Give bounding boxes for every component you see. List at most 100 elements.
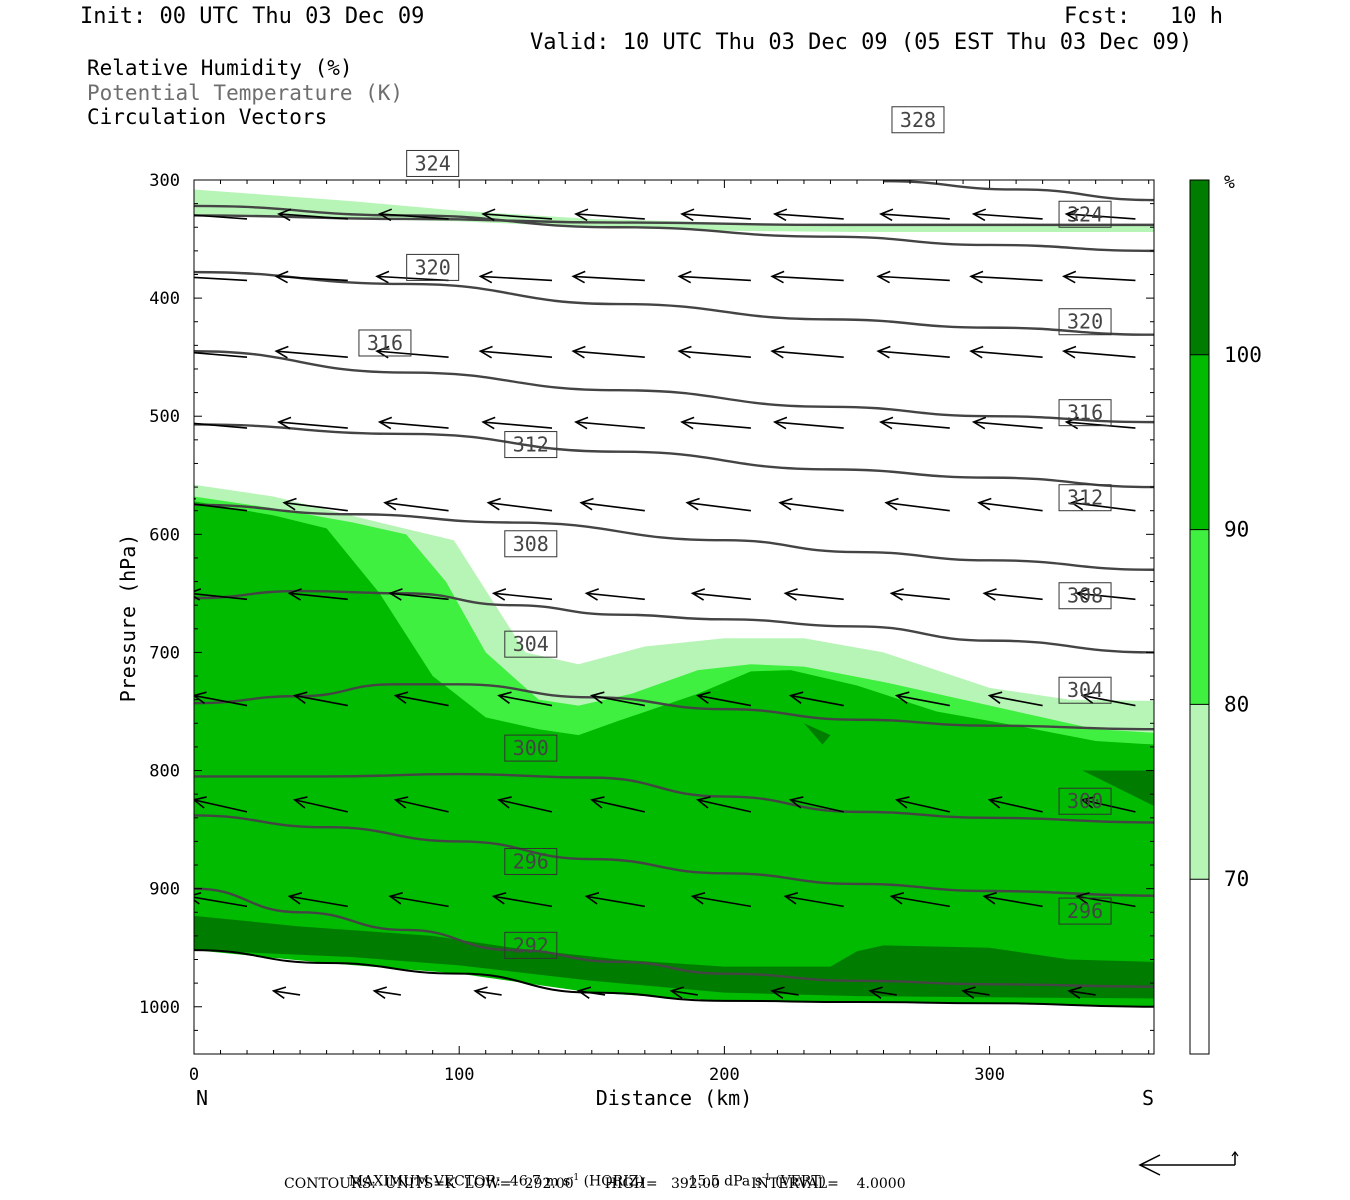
theta-label-292-0: 292 [504,931,558,959]
theta-line-296 [194,814,1154,897]
vector-1-2 [375,270,449,284]
theta-label-box [504,847,558,875]
vector-9-2 [473,986,502,999]
y-tick-label: 300 [149,171,180,191]
vector-shaft [578,990,606,996]
x-start-label: N [196,1086,208,1110]
vector-head [690,892,706,905]
vector-6-8 [987,691,1043,707]
vector-shaft [970,350,1043,358]
rh-region-6 [1082,770,1154,806]
vector-head [987,796,1003,809]
vector-shaft [276,350,348,358]
vector-2-6 [770,345,844,359]
vector-9-1 [372,986,401,999]
vector-3-7 [879,416,950,430]
vector-shaft [880,421,950,429]
vector-9-4 [669,986,698,999]
max-vector-label: MAXIMUM VECTOR: [348,1173,501,1190]
y-tick-label: 700 [149,643,180,663]
vector-head [889,892,905,905]
vector-shaft [480,350,553,358]
vector-5-2 [388,588,449,601]
vector-shaft [978,501,1043,512]
vector-shaft [697,694,752,707]
vector-head [894,691,910,704]
vector-head [969,270,984,284]
vector-4-5 [685,497,752,512]
colorbar-segment [1190,354,1209,530]
vector-5-5 [690,588,751,601]
vector-shaft [1071,501,1136,512]
surface-line [194,949,1154,1008]
vector-shaft [390,592,449,601]
theta-label-296-0: 296 [504,847,558,875]
vector-head [277,208,292,222]
theta-label-text: 292 [513,933,549,957]
theta-label-312-0: 312 [504,431,558,459]
vector-shaft [1069,990,1096,996]
vector-shaft [790,799,844,813]
rh-region-4 [194,915,1154,999]
vector-head [287,588,302,601]
vector-8-7 [889,892,950,908]
colorbar: 100 90 80 70 [1189,179,1262,1055]
vector-head [491,892,507,905]
theta-label-300-1: 300 [1058,787,1112,815]
vector-head [772,208,788,222]
theta-label-text: 296 [513,849,549,873]
vector-head [497,796,512,809]
vector-3-3 [481,416,553,430]
vector-shaft [194,214,248,220]
vector-head [879,416,894,430]
y-axis-title: Pressure (hPa) [116,534,140,703]
vector-shaft [273,990,301,996]
vector-4-4 [579,497,645,512]
vector-shaft [671,990,698,996]
vector-shaft [679,275,751,282]
vector-shaft [692,592,751,601]
vector-head [772,416,788,430]
vector-shaft [575,213,645,220]
theta-line-304 [194,683,1154,731]
vector-0-8 [971,208,1043,222]
vector-head [287,892,303,905]
vector-head [987,691,1003,704]
vector-shaft [989,694,1043,707]
colorbar-segment [1190,180,1209,355]
vector-head [696,691,711,704]
theta-label-text: 316 [367,331,403,355]
vector-9-3 [576,986,606,999]
vector-6-0 [194,691,248,707]
max-vector-vert: 15.5 dPa s [688,1173,762,1190]
theta-label-300-0: 300 [504,734,558,762]
vector-head [770,986,785,999]
vector-4-0 [194,497,248,512]
vector-0-0 [194,214,248,220]
x-tick-label: 100 [444,1065,475,1085]
vector-head [1080,691,1096,704]
colorbar-label: 90 [1224,518,1249,542]
vector-shaft [790,694,844,707]
vector-shaft [772,350,844,358]
max-vector-horiz-unit: (HORIZ) [583,1173,644,1190]
vector-6-3 [497,691,553,707]
vector-shaft [891,895,950,908]
vert-exponent: -1 [761,1173,771,1183]
vector-7-6 [788,796,844,813]
vector-2-7 [876,345,950,359]
vector-shaft [984,592,1043,601]
vector-head [584,892,600,905]
vector-shaft [772,275,844,282]
below-ground-mask [194,950,1154,1054]
vector-shaft [891,592,950,601]
vector-head [868,986,883,999]
vector-shaft [194,593,248,601]
vector-shaft [962,990,990,996]
vector-shaft [498,799,553,813]
vector-8-2 [388,892,449,908]
vector-shaft [679,350,751,358]
vector-8-0 [194,892,248,908]
vector-shaft [970,275,1043,282]
